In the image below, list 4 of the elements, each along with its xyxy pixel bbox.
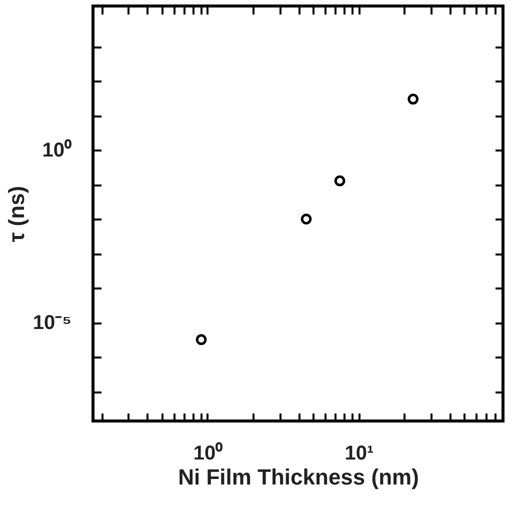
x-axis-title: Ni Film Thickness (nm) [178, 464, 419, 490]
y-tick-label: 10⁻⁵ [32, 312, 72, 334]
x-tick-label: 10¹ [344, 442, 374, 464]
y-axis-title: τ (ns) [4, 186, 29, 242]
